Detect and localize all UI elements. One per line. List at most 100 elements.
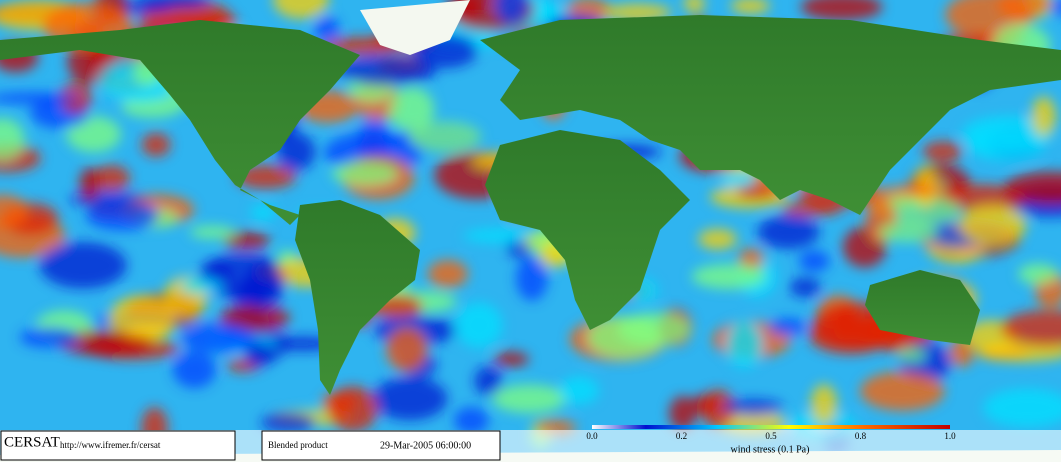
product-box bbox=[261, 430, 501, 461]
wind-blob bbox=[372, 377, 448, 421]
wind-blob bbox=[189, 225, 235, 239]
wind-blob bbox=[389, 87, 435, 133]
colorbar-tick-label: 1.0 bbox=[944, 431, 956, 441]
wind-blob bbox=[691, 264, 766, 289]
wind-blob bbox=[141, 132, 171, 157]
wind-blob bbox=[124, 324, 173, 338]
colorbar-ticks: 0.0 0.2 0.5 0.8 1.0 bbox=[586, 431, 956, 441]
wind-blob bbox=[860, 371, 945, 411]
wind-blob bbox=[180, 277, 222, 294]
logo-box bbox=[0, 430, 236, 461]
wind-blob bbox=[726, 320, 763, 369]
wind-blob bbox=[337, 56, 437, 86]
wind-blob bbox=[0, 194, 28, 228]
wind-blob bbox=[276, 132, 316, 171]
wind-blob bbox=[698, 228, 738, 250]
greenland bbox=[360, 0, 470, 55]
wind-blob bbox=[997, 0, 1052, 20]
logo: CERSAT bbox=[4, 434, 60, 450]
wind-blob bbox=[92, 165, 131, 192]
wind-blob bbox=[19, 327, 80, 348]
wind-blob bbox=[79, 167, 101, 201]
wind-blob bbox=[1018, 263, 1059, 285]
wind-blob bbox=[968, 128, 1045, 162]
wind-blob bbox=[789, 277, 821, 298]
wind-blob bbox=[223, 231, 270, 250]
wind-blob bbox=[757, 215, 820, 249]
wind-blob bbox=[922, 141, 963, 162]
wind-blob bbox=[250, 204, 276, 221]
wind-blob bbox=[66, 116, 121, 153]
wind-blob bbox=[455, 302, 503, 348]
wind-blob bbox=[408, 121, 482, 153]
colorbar-label: wind stress (0.1 Pa) bbox=[731, 444, 810, 455]
colorbar-tick-label: 0.2 bbox=[676, 431, 687, 441]
wind-blob bbox=[245, 262, 284, 310]
wind-blob bbox=[832, 306, 856, 342]
wind-blob bbox=[738, 248, 764, 270]
wind-blob bbox=[724, 399, 783, 416]
wind-blob bbox=[385, 327, 428, 372]
wind-blob bbox=[260, 413, 317, 432]
wind-blob bbox=[0, 92, 80, 105]
wind-blob bbox=[85, 200, 159, 231]
wind-blob bbox=[618, 312, 691, 346]
wind-blob bbox=[39, 242, 127, 289]
wind-blob bbox=[463, 227, 538, 244]
wind-blob bbox=[683, 0, 706, 13]
wind-blob bbox=[769, 318, 807, 336]
wind-blob bbox=[314, 16, 340, 42]
colorbar bbox=[592, 425, 950, 429]
wind-blob bbox=[983, 388, 1061, 428]
wind-blob bbox=[603, 3, 672, 21]
wind-blob bbox=[331, 161, 398, 186]
wind-blob bbox=[898, 348, 926, 362]
wind-blob bbox=[327, 386, 379, 432]
wind-blob bbox=[427, 259, 469, 288]
wind-blob bbox=[474, 365, 503, 396]
wind-blob bbox=[892, 184, 944, 197]
wind-blob bbox=[700, 389, 736, 429]
product: Blended product bbox=[268, 440, 328, 450]
wind-blob bbox=[559, 376, 600, 405]
footer: CERSAT http://www.ifremer.fr/cersat Blen… bbox=[0, 425, 1061, 462]
wind-blob bbox=[58, 329, 153, 357]
wind-blob bbox=[1003, 171, 1061, 205]
wind-blob bbox=[798, 250, 830, 272]
wind-blob bbox=[273, 0, 330, 20]
wind-blob bbox=[959, 205, 1027, 246]
wind-blob bbox=[1001, 309, 1061, 347]
wind-blob bbox=[0, 118, 25, 160]
wind-blob bbox=[730, 0, 771, 15]
wind-blob bbox=[877, 222, 939, 242]
wind-blob bbox=[780, 201, 842, 217]
colorbar-tick-label: 0.8 bbox=[855, 431, 867, 441]
wind-blob bbox=[669, 395, 697, 431]
africa bbox=[485, 130, 690, 330]
australia bbox=[865, 270, 980, 345]
colorbar-tick-label: 0.5 bbox=[765, 431, 777, 441]
wind-blob bbox=[1031, 96, 1056, 137]
wind-blob bbox=[810, 384, 838, 426]
north-america bbox=[0, 20, 360, 225]
wind-blob bbox=[516, 255, 548, 301]
wind-blob bbox=[235, 164, 297, 189]
wind-blob bbox=[492, 384, 567, 414]
wind-blob bbox=[243, 342, 275, 367]
date: 29-Mar-2005 06:00:00 bbox=[380, 440, 471, 451]
wind-blob bbox=[181, 322, 255, 353]
eurasia bbox=[480, 15, 1061, 215]
colorbar-tick-label: 0.0 bbox=[586, 431, 598, 441]
wind-blob bbox=[800, 0, 883, 21]
wind-blob bbox=[493, 351, 530, 367]
url: http://www.ifremer.fr/cersat bbox=[60, 440, 161, 450]
wind-blob bbox=[948, 337, 975, 367]
wind-blob bbox=[219, 304, 291, 332]
south-america bbox=[295, 200, 420, 395]
wind-blob bbox=[494, 0, 529, 26]
wind-blob bbox=[453, 406, 489, 435]
wind-blob bbox=[172, 350, 217, 389]
wind-blob bbox=[936, 184, 1026, 212]
